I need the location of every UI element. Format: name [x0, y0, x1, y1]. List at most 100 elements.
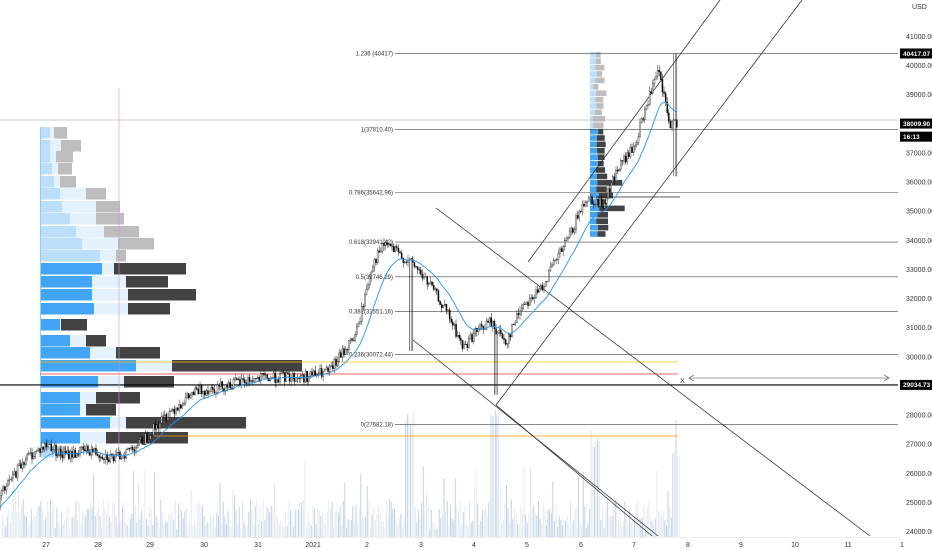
volume-bar [165, 521, 167, 537]
candle-body [522, 304, 524, 309]
volume-bar [661, 515, 663, 537]
volume-profile-row [590, 52, 597, 58]
volume-profile-row [96, 213, 124, 225]
volume-bar [240, 528, 242, 537]
volume-bar [363, 515, 365, 537]
candle-body [604, 202, 606, 209]
candle-body [132, 447, 134, 450]
candle-body [388, 243, 390, 245]
volume-profile-row [90, 347, 120, 359]
candle-body [220, 381, 222, 387]
candle-body [156, 424, 158, 430]
candle-body [548, 270, 550, 282]
candle-body [309, 371, 312, 377]
candle-body [170, 410, 172, 412]
candle-body [538, 288, 540, 293]
volume-bar [91, 507, 93, 537]
volume-bar [579, 523, 581, 537]
x-tick-label: 2021 [305, 542, 321, 549]
volume-bar [400, 513, 402, 537]
volume-bar [307, 509, 309, 537]
candle-body [613, 176, 616, 182]
candle-body [279, 373, 281, 383]
candle-body [367, 284, 369, 290]
candle-body [242, 378, 244, 380]
candle-body [354, 334, 356, 341]
candle-body [372, 266, 374, 273]
volume-bar [22, 499, 24, 537]
volume-profile-row [128, 289, 196, 301]
volume-bar [440, 518, 442, 537]
volume-bar [379, 512, 381, 537]
volume-bar [622, 521, 624, 537]
annotation-text: X [680, 378, 685, 385]
candle-body [541, 285, 544, 291]
volume-bar [406, 414, 408, 537]
volume-bar [614, 499, 616, 537]
time-axis[interactable]: 27 28 29 30 31 2021 2 3 4 5 6 7 8 9 10 11 1 [0, 537, 904, 550]
volume-bar [565, 520, 567, 537]
volume-bar [67, 505, 69, 537]
candle-body [125, 449, 128, 459]
candle-body [637, 136, 640, 143]
volume-bar [403, 521, 405, 537]
candle-body [311, 371, 313, 376]
volume-profile-row [596, 52, 601, 58]
volume-bar [154, 472, 155, 537]
volume-bar [491, 415, 493, 537]
volume-bar [362, 516, 363, 537]
volume-profile-row [40, 238, 82, 250]
volume-bar [291, 513, 293, 537]
candle-body [47, 444, 49, 448]
volume-bar [157, 518, 159, 537]
volume-profile-row [70, 213, 100, 225]
candle-body [64, 451, 67, 455]
candle-body [456, 335, 459, 337]
candle-body [319, 368, 321, 374]
y-tick-label: 25000.00 [906, 500, 932, 507]
volume-bar [302, 499, 304, 537]
candle-body [80, 446, 83, 448]
trendlines [412, 0, 871, 537]
candle-body [466, 344, 468, 348]
volume-bar [616, 497, 618, 537]
candle-body [58, 448, 60, 456]
candle-body [250, 380, 252, 382]
volume-bar [114, 504, 115, 537]
candle-body [207, 390, 209, 395]
volume-profile-row [598, 128, 604, 135]
volume-bar [214, 528, 216, 537]
candle-body [50, 443, 52, 452]
candle-body [509, 334, 512, 338]
candle-body [536, 289, 539, 293]
candle-body [221, 381, 224, 389]
candle-body [501, 333, 504, 339]
volume-bar [437, 528, 439, 537]
volume-bar [27, 524, 29, 537]
candle-body [600, 198, 603, 206]
candle-body [266, 374, 268, 379]
candle-body [544, 281, 547, 287]
x-tick-label: 31 [254, 542, 262, 549]
volume-bar [26, 516, 27, 537]
volume-bar [667, 490, 669, 537]
fib-level-label: 0.382(31551.16) [349, 310, 393, 316]
volume-bar [210, 515, 211, 537]
volume-bar [310, 525, 312, 537]
volume-bar [147, 525, 149, 537]
volume-bar [562, 525, 563, 537]
volume-bar [578, 477, 579, 537]
candle-body [53, 444, 56, 450]
volume-bar [542, 505, 544, 537]
volume-bar [256, 500, 258, 537]
candle-body [508, 334, 510, 344]
volume-bar [211, 517, 213, 537]
volume-profile-row [92, 289, 132, 301]
volume-profile-row [599, 205, 625, 212]
candle-body [120, 458, 123, 460]
y-tick-label: 24000.00 [906, 529, 932, 536]
candle-body [423, 276, 425, 279]
volume-bar [280, 520, 282, 537]
volume-bar [518, 525, 520, 537]
